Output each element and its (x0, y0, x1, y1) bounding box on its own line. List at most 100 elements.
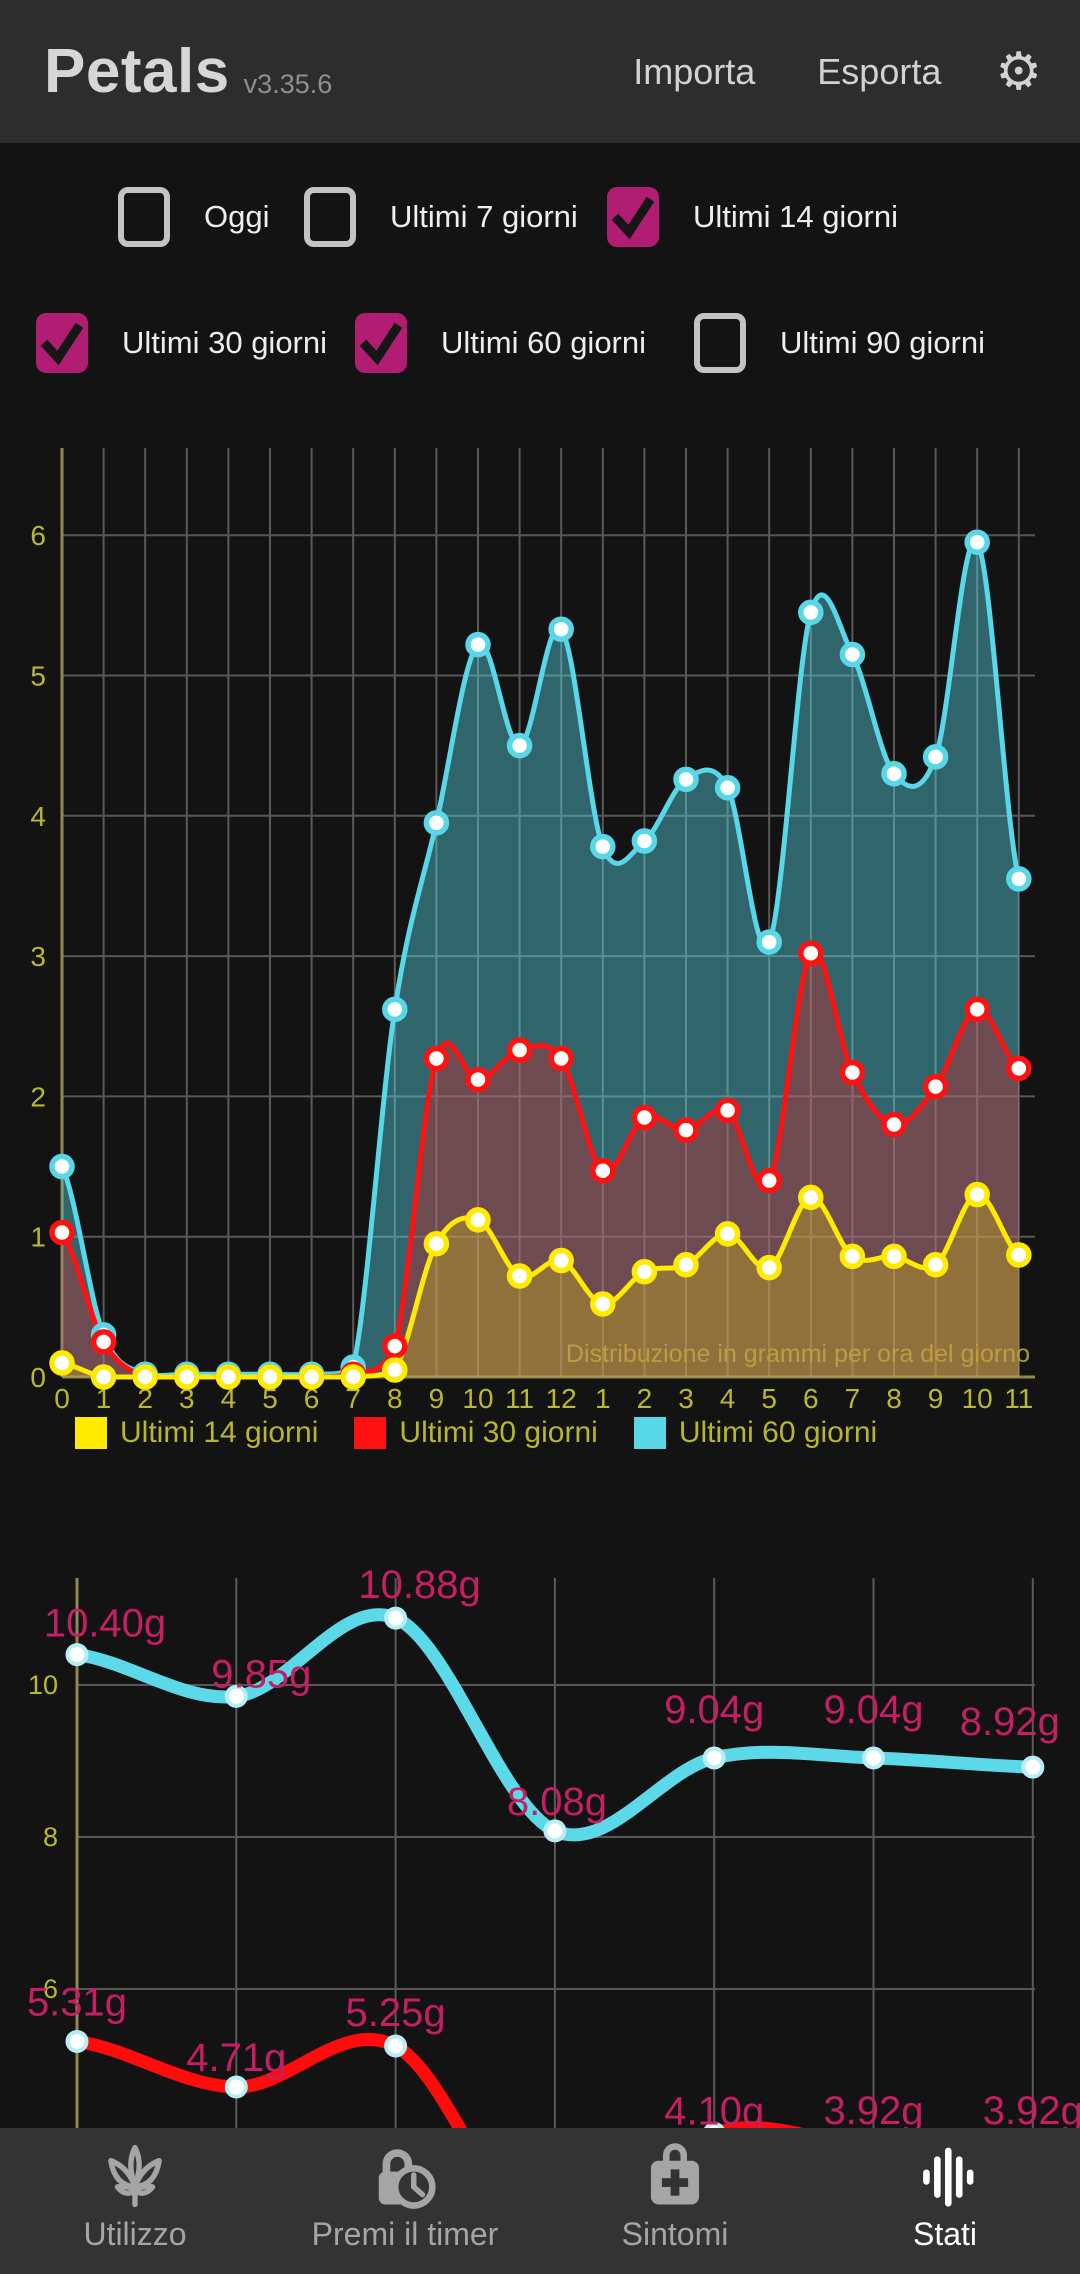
x-tick-label: 1 (96, 1383, 112, 1412)
data-point (548, 1247, 574, 1274)
export-button[interactable]: Esporta (817, 50, 942, 92)
data-point (465, 1066, 491, 1093)
x-tick-label: 8 (387, 1383, 403, 1412)
x-tick-label: 4 (720, 1383, 736, 1412)
x-tick-label: 8 (886, 1383, 902, 1412)
legend-item-ultimi-30-giorni: Ultimi 30 giorni (354, 1416, 598, 1450)
y-tick-label: 6 (43, 1974, 58, 2004)
data-point (756, 1254, 782, 1281)
checkbox-ultimi-14-giorni[interactable] (607, 187, 659, 247)
x-tick-label: 7 (345, 1383, 361, 1412)
filter-item-ultimi-90-giorni[interactable]: Ultimi 90 giorni (694, 312, 985, 374)
data-point (215, 1364, 242, 1390)
medical-bag-icon (565, 2140, 785, 2212)
data-point (964, 1181, 990, 1208)
filter-label: Ultimi 30 giorni (122, 325, 328, 360)
chart-legend: Ultimi 14 giorni Ultimi 30 giorni Ultimi… (75, 1416, 877, 1450)
x-tick-label: 10 (962, 1383, 993, 1412)
data-point-label: 3.92g (823, 2089, 923, 2128)
import-button[interactable]: Importa (633, 50, 756, 92)
x-tick-label: 1 (595, 1383, 611, 1412)
filter-label: Ultimi 60 giorni (441, 325, 647, 360)
x-tick-label: 12 (546, 1383, 577, 1412)
data-point-label: 8.92g (960, 1700, 1060, 1744)
data-point (881, 760, 907, 787)
data-point (964, 996, 990, 1023)
gear-icon[interactable]: ⚙ (995, 41, 1042, 102)
data-point-label: 3.92g (983, 2089, 1080, 2128)
app-header: Petals v3.35.6 Importa Esporta ⚙ (0, 0, 1080, 143)
legend-label: Ultimi 14 giorni (120, 1416, 319, 1449)
data-point (90, 1329, 117, 1355)
cyan-swatch-icon (633, 1417, 666, 1449)
filter-item-ultimi-7-giorni[interactable]: Ultimi 7 giorni (304, 186, 578, 248)
y-tick-label: 8 (43, 1822, 58, 1852)
data-point (881, 1243, 907, 1270)
data-point-label: 9.04g (823, 1688, 923, 1732)
data-point (423, 810, 450, 836)
yellow-swatch-icon (75, 1417, 107, 1449)
data-point (384, 1606, 408, 1630)
data-point (465, 1207, 491, 1233)
series-area (62, 1194, 1019, 1377)
nav-label: Stati (912, 2216, 978, 2252)
x-tick-label: 2 (637, 1383, 653, 1412)
y-tick-label: 5 (30, 661, 46, 692)
checkbox-oggi[interactable] (118, 187, 170, 247)
data-point (543, 1819, 567, 1843)
checkbox-ultimi-7-giorni[interactable] (304, 187, 356, 247)
app-title: Petals (44, 37, 230, 106)
data-point (798, 599, 824, 626)
check-icon (611, 196, 655, 240)
data-point (506, 732, 533, 759)
check-icon (40, 322, 84, 366)
data-point (631, 828, 658, 854)
data-point (862, 1746, 885, 1770)
x-tick-label: 4 (221, 1383, 237, 1412)
data-point (704, 2121, 725, 2128)
filter-item-ultimi-30-giorni[interactable]: Ultimi 30 giorni (36, 312, 327, 374)
data-point (49, 1153, 75, 1180)
data-point (673, 1117, 699, 1143)
checkbox-ultimi-90-giorni[interactable] (694, 313, 746, 373)
legend-item-ultimi-60-giorni: Ultimi 60 giorni (633, 1416, 877, 1450)
x-tick-label: 6 (803, 1383, 819, 1412)
data-point (922, 744, 949, 770)
data-point-label: 4.10g (664, 2089, 764, 2128)
filter-item-ultimi-60-giorni[interactable]: Ultimi 60 giorni (355, 312, 646, 374)
x-tick-label: 3 (678, 1383, 694, 1412)
app-version: v3.35.6 (243, 69, 333, 99)
data-point (465, 631, 491, 658)
data-point (65, 2029, 89, 2053)
data-point (49, 1350, 75, 1376)
filter-item-oggi[interactable]: Oggi (118, 186, 269, 248)
data-point (423, 1230, 450, 1257)
data-point (257, 1364, 283, 1390)
nav-item-utilizzo[interactable]: Utilizzo (25, 2140, 245, 2253)
red-swatch-icon (354, 1417, 387, 1449)
filter-label: Ultimi 90 giorni (780, 325, 986, 360)
data-point (340, 1364, 366, 1390)
nav-item-stati[interactable]: Stati (835, 2140, 1055, 2253)
nav-item-sintomi[interactable]: Sintomi (565, 2140, 785, 2253)
data-point (590, 833, 616, 860)
y-tick-label: 6 (30, 520, 46, 551)
x-tick-label: 5 (761, 1383, 777, 1412)
filter-label: Ultimi 14 giorni (693, 199, 899, 234)
checkbox-ultimi-60-giorni[interactable] (355, 313, 407, 373)
data-point (839, 1059, 866, 1086)
data-point (1021, 1755, 1045, 1779)
data-point (590, 1291, 616, 1317)
data-point-label: 5.31g (27, 1980, 127, 2024)
data-point (423, 1045, 450, 1072)
series-area (62, 540, 1019, 1377)
y-tick-label: 4 (30, 801, 46, 832)
nav-label: Premi il timer (311, 2216, 499, 2252)
filter-item-ultimi-14-giorni[interactable]: Ultimi 14 giorni (607, 186, 898, 248)
nav-label: Utilizzo (83, 2216, 187, 2252)
nav-item-premi-il-timer[interactable]: Premi il timer (295, 2140, 515, 2253)
y-tick-label: 10 (28, 1670, 58, 1700)
y-tick-label: 1 (30, 1222, 46, 1253)
checkbox-ultimi-30-giorni[interactable] (36, 313, 88, 373)
data-point-label: 9.85g (211, 1652, 311, 1696)
